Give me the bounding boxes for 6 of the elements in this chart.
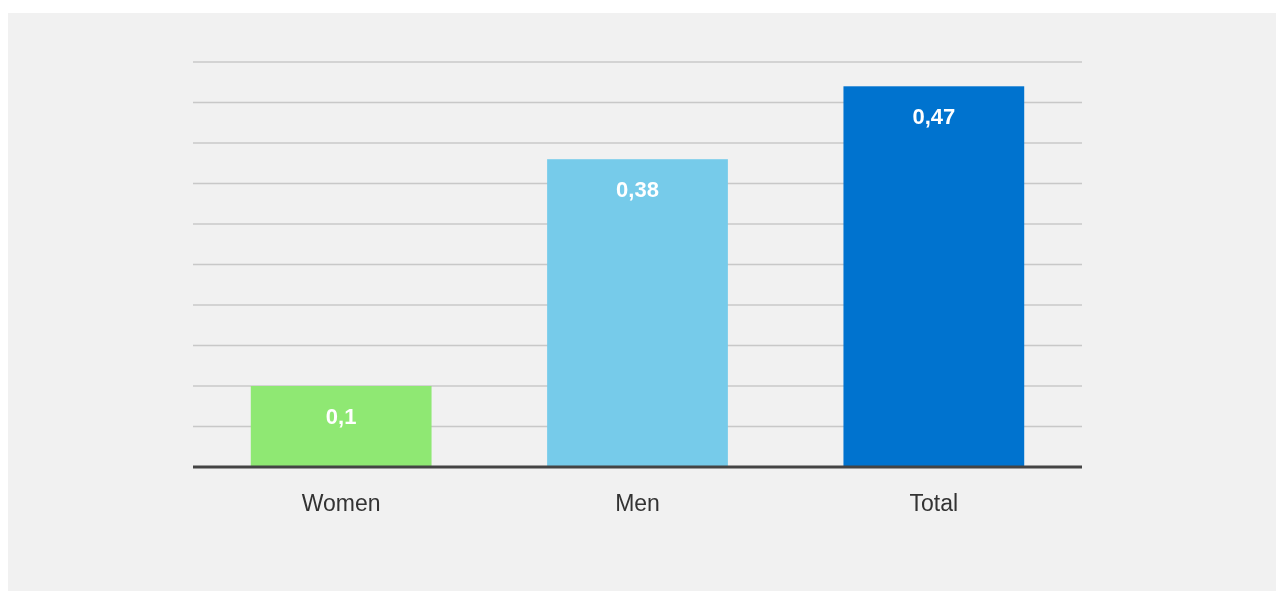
x-tick-label: Women — [301, 490, 381, 516]
x-tick-label: Men — [615, 490, 660, 516]
data-label: 0,38 — [616, 177, 659, 203]
data-label: 0,1 — [325, 404, 357, 429]
x-tick-label: Total — [909, 490, 959, 516]
data-label: 0,47 — [912, 104, 956, 130]
